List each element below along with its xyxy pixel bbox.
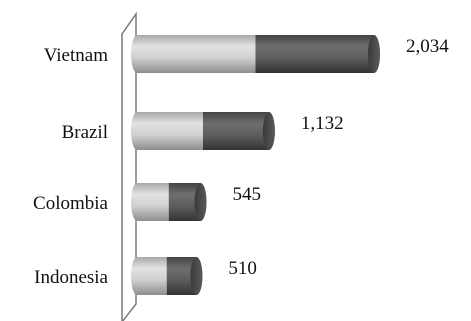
bar-segment-dark-brazil [202, 112, 275, 150]
value-label-indonesia: 510 [228, 258, 257, 279]
axis-wall [121, 11, 137, 321]
bar-brazil [131, 112, 275, 150]
bar-segment-light-vietnam [131, 35, 256, 73]
category-label-brazil: Brazil [62, 122, 108, 143]
bar-end-cap-vietnam [368, 35, 380, 73]
bar-vietnam [131, 35, 380, 73]
category-label-indonesia: Indonesia [34, 267, 108, 288]
bar-segment-dark-vietnam [255, 35, 380, 73]
value-labels: 2,034 1,132 545 510 [228, 36, 449, 279]
bar-segment-light-brazil [131, 112, 203, 150]
value-label-brazil: 1,132 [301, 113, 344, 134]
axis-wall-plane [121, 11, 137, 321]
bars-group [131, 35, 380, 295]
bar-segment-light-indonesia [131, 257, 167, 295]
bar-end-cap-brazil [262, 112, 275, 150]
value-label-colombia: 545 [233, 184, 261, 205]
bar-end-cap-colombia [194, 183, 207, 221]
bar-indonesia [131, 257, 203, 295]
bar-segment-light-colombia [131, 183, 169, 221]
category-label-colombia: Colombia [33, 193, 109, 214]
bar-colombia [131, 183, 207, 221]
value-label-vietnam: 2,034 [406, 36, 449, 57]
category-label-vietnam: Vietnam [44, 45, 109, 66]
bar-end-cap-indonesia [190, 257, 203, 295]
category-labels: Vietnam Brazil Colombia Indonesia [33, 45, 109, 288]
